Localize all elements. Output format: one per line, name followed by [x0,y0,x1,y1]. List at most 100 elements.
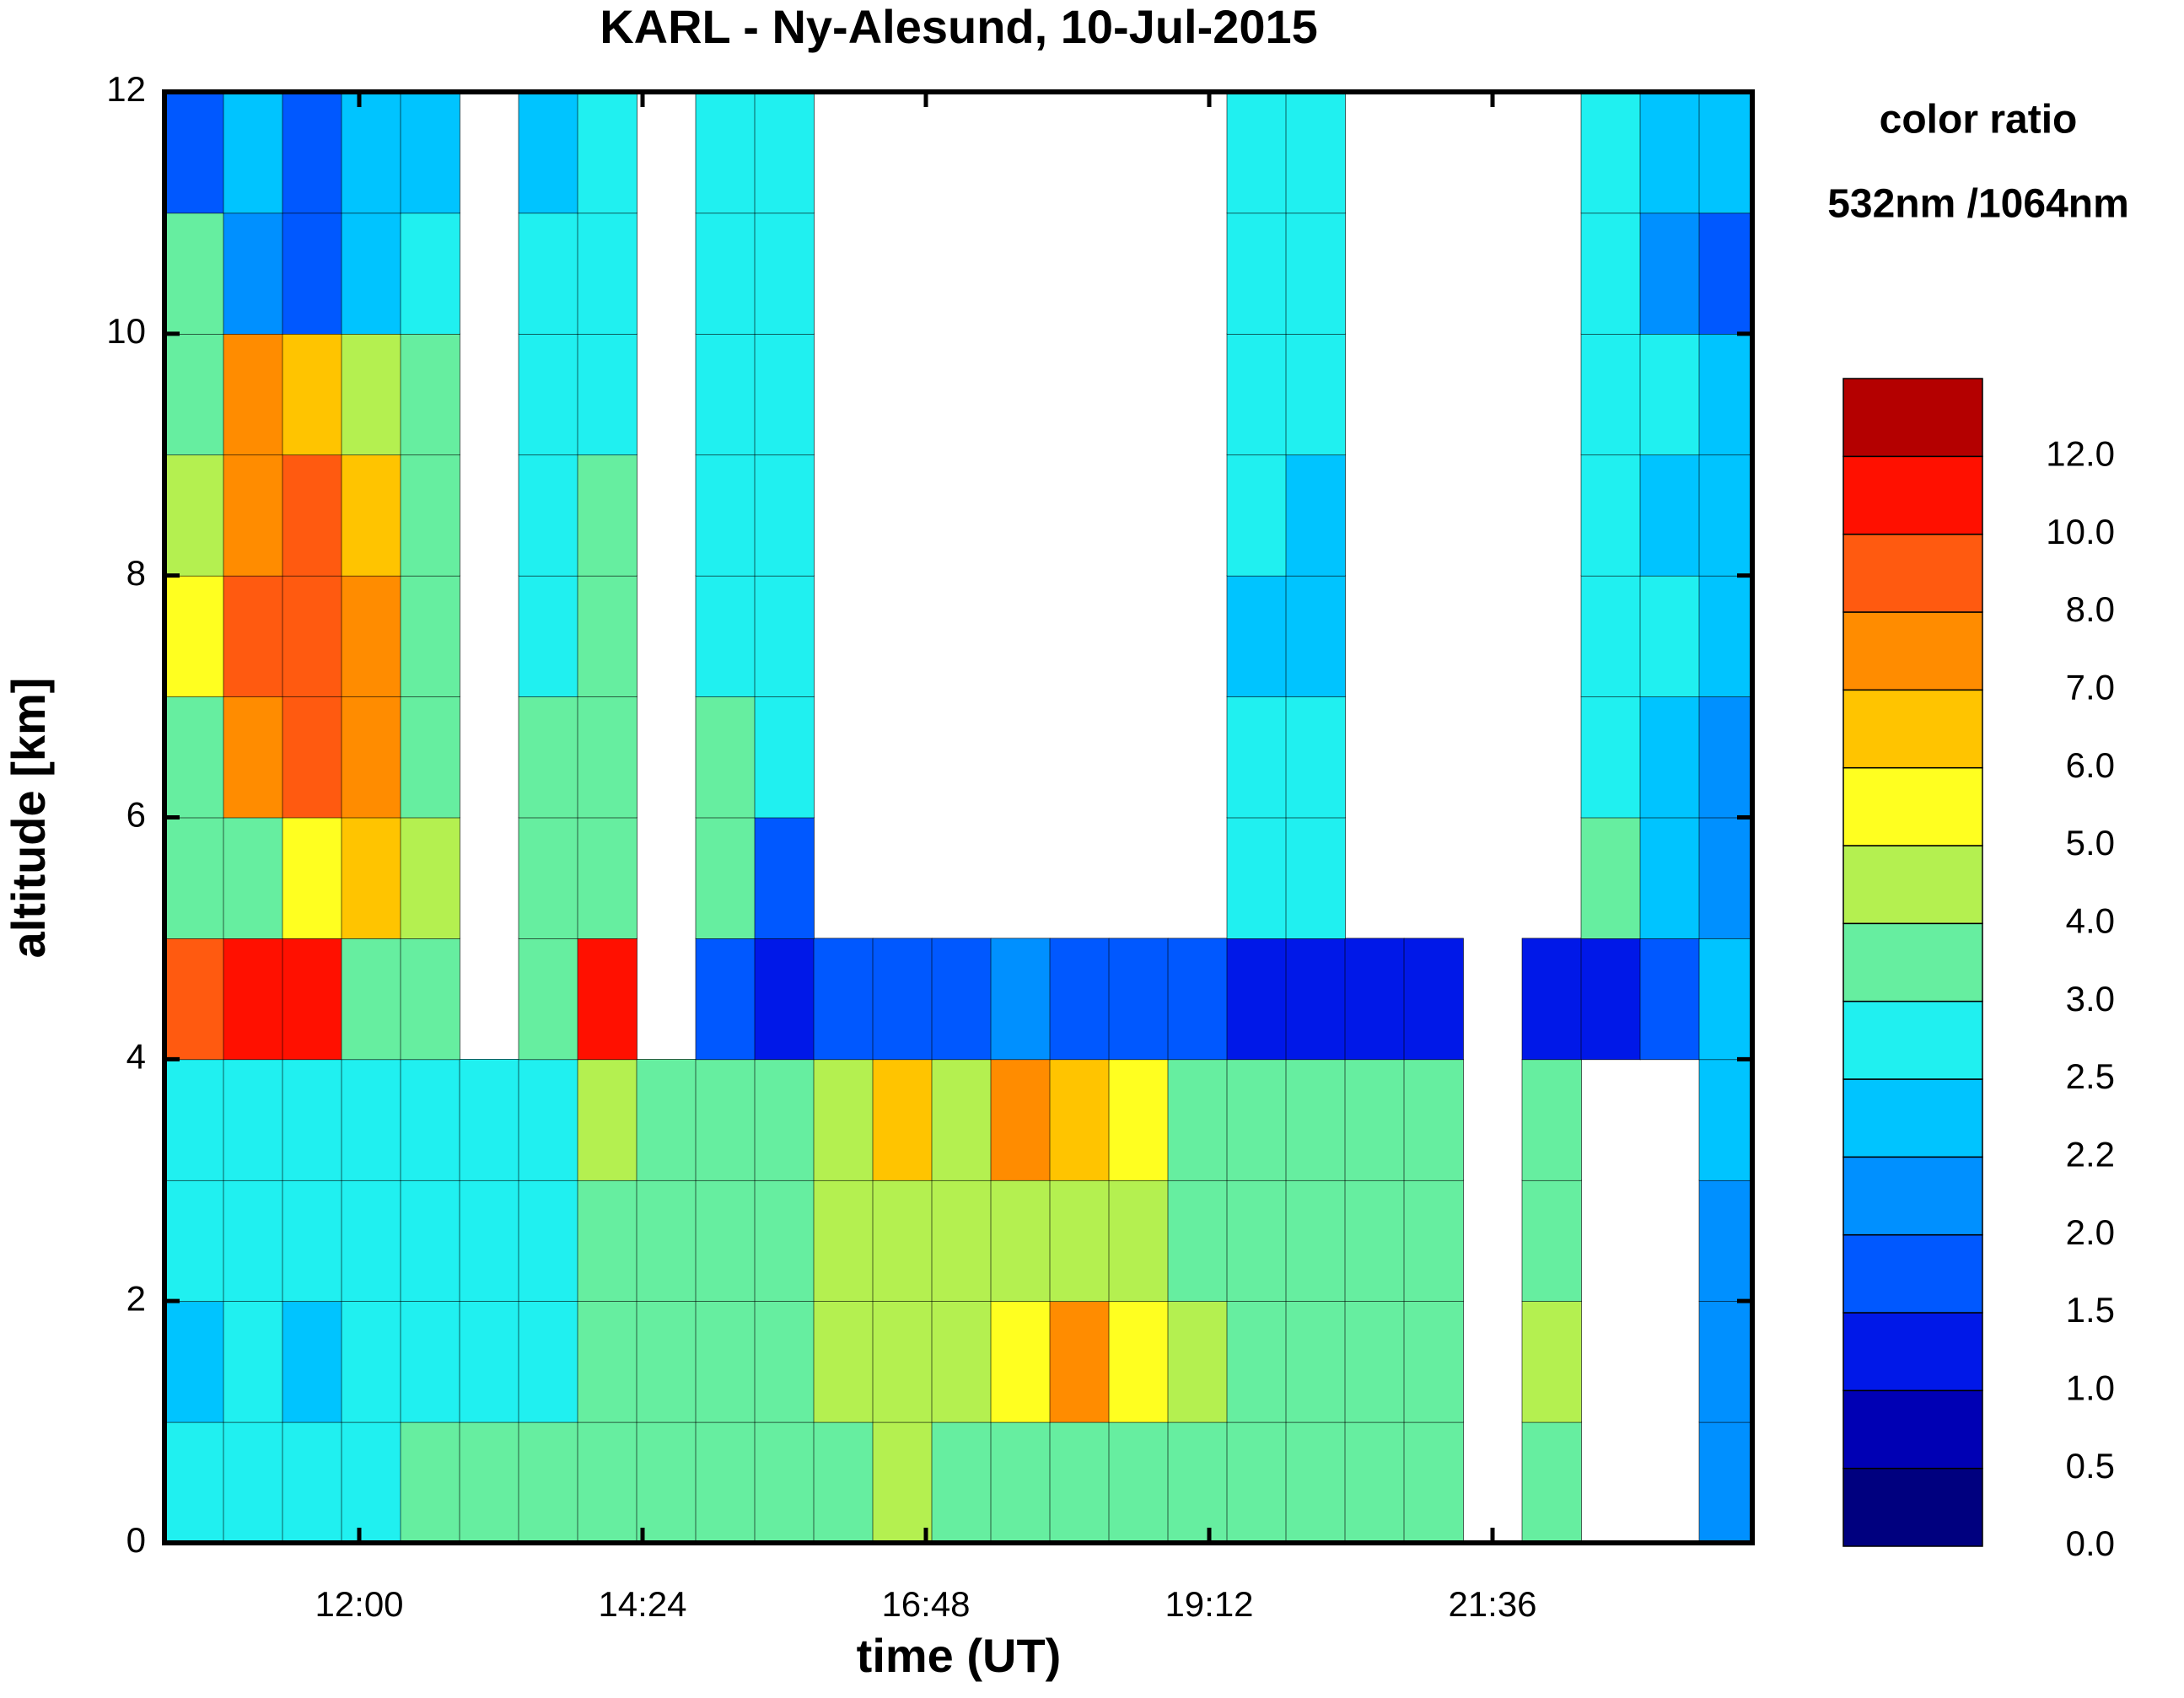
heatmap-cell [282,1059,342,1181]
heatmap-cell [282,938,342,1061]
heatmap-cell [459,1300,519,1423]
heatmap-cell [1403,938,1464,1061]
heatmap-cell [931,1421,992,1543]
colorbar-label: 6.0 [2066,745,2115,785]
heatmap-cell [695,575,756,697]
heatmap-cell [872,1059,933,1181]
heatmap-cell [400,333,460,456]
heatmap-cell [1226,1179,1287,1302]
heatmap-cell [518,575,578,697]
heatmap-cell [1698,1300,1752,1423]
heatmap-cell [1108,1179,1169,1302]
heatmap-cell [1108,1059,1169,1181]
heatmap-cell [813,938,874,1061]
heatmap-cell [282,454,342,577]
heatmap-cell [400,212,460,335]
colorbar-title: 532nm /1064nm [1827,182,2129,227]
heatmap-cell [341,1421,401,1543]
heatmap-cell [164,575,224,697]
heatmap-cell [164,1300,224,1423]
colorbar-label: 8.0 [2066,589,2115,629]
heatmap-cell [695,1179,756,1302]
heatmap-cell [1226,1300,1287,1423]
heatmap-cell [164,1421,224,1543]
heatmap-cell [695,1059,756,1181]
heatmap-cell [1580,817,1641,939]
heatmap-cell [518,212,578,335]
heatmap-cell [636,1179,697,1302]
heatmap-cell [341,696,401,819]
heatmap-cell [223,1421,283,1543]
heatmap-cell [813,1179,874,1302]
heatmap-cell [518,92,578,214]
heatmap-cell [164,92,224,214]
heatmap-cell [1698,696,1752,819]
colorbar-label: 1.0 [2066,1368,2115,1407]
heatmap-cell [1285,333,1346,456]
heatmap-cell [1049,1179,1110,1302]
heatmap-cell [1285,817,1346,939]
heatmap-cell [754,1421,815,1543]
heatmap-cell [577,817,637,939]
colorbar-box [1842,766,1983,846]
heatmap-cell [223,333,283,456]
heatmap-cell [636,1059,697,1181]
heatmap-cell [341,333,401,456]
heatmap-cell [459,1059,519,1181]
heatmap-cell [1108,938,1169,1061]
heatmap-cell [164,696,224,819]
heatmap-cell [1521,1059,1582,1181]
heatmap-cell [695,938,756,1061]
heatmap-cell [813,1300,874,1423]
heatmap-cell [1108,1300,1169,1423]
heatmap-cell [754,696,815,819]
colorbar-box [1842,611,1983,691]
heatmap-cell [282,696,342,819]
heatmap-cell [1639,333,1700,456]
heatmap-cell [754,575,815,697]
heatmap-cell [577,1059,637,1181]
heatmap-cell [282,1179,342,1302]
heatmap-cell [1167,1300,1228,1423]
heatmap-cell [990,1179,1051,1302]
heatmap-cell [1580,212,1641,335]
colorbar-label: 2.0 [2066,1212,2115,1252]
colorbar-label: 2.5 [2066,1056,2115,1096]
heatmap-cell [223,1179,283,1302]
heatmap-cell [223,817,283,939]
heatmap-cell [1226,92,1287,214]
colorbar-box [1842,1467,1983,1547]
heatmap-cell [518,454,578,577]
heatmap-cell [931,1300,992,1423]
heatmap-cell [754,817,815,939]
heatmap-cell [1698,333,1752,456]
heatmap-cell [1403,1179,1464,1302]
heatmap-cell [400,575,460,697]
heatmap-cell [1521,938,1582,1061]
colorbar-label: 0.5 [2066,1446,2115,1486]
heatmap-cell [931,938,992,1061]
heatmap-cell [1167,938,1228,1061]
heatmap-cell [1049,1059,1110,1181]
heatmap-cell [1698,575,1752,697]
heatmap-cell [282,92,342,214]
heatmap-cell [813,1421,874,1543]
heatmap-cell [164,454,224,577]
heatmap-cell [400,817,460,939]
heatmap-cell [1580,575,1641,697]
heatmap-cell [341,212,401,335]
heatmap-cell [223,938,283,1061]
heatmap-cell [1639,938,1700,1061]
heatmap-cell [1639,696,1700,819]
heatmap-cell [400,1300,460,1423]
heatmap-cell [636,1421,697,1543]
heatmap-cell [872,938,933,1061]
heatmap-cell [164,333,224,456]
heatmap-cell [1049,1421,1110,1543]
heatmap-cell [813,1059,874,1181]
heatmap-cell [341,575,401,697]
colorbar-label: 2.2 [2066,1134,2115,1174]
heatmap-cell [282,1421,342,1543]
x-axis-label: time (UT) [857,1629,1062,1682]
heatmap-cell [518,817,578,939]
